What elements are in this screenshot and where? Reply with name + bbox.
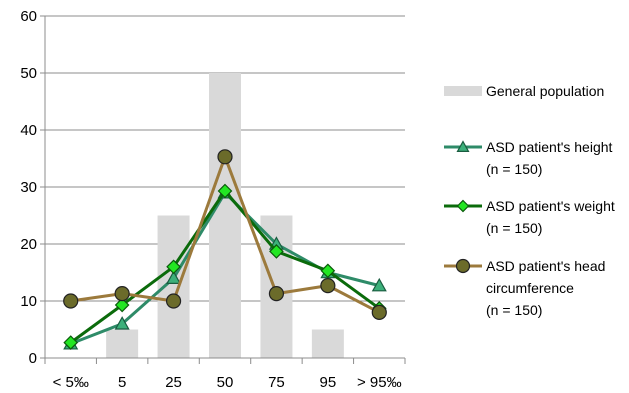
x-tick-label: > 95‰ — [357, 374, 402, 391]
line-series — [63, 149, 387, 350]
legend-marker — [456, 199, 470, 213]
y-tick-label: 10 — [20, 293, 37, 310]
y-tick-label: 50 — [20, 65, 37, 82]
x-tick-label: 95 — [320, 374, 337, 391]
data-point — [63, 335, 79, 350]
data-point — [114, 297, 130, 313]
legend-label: (n = 150) — [486, 161, 542, 177]
data-point — [320, 278, 336, 294]
legend-label: circumference — [486, 280, 574, 296]
bar — [106, 329, 139, 358]
legend-label: (n = 150) — [486, 302, 542, 318]
bar — [209, 73, 241, 358]
legend-label: ASD patient's head — [486, 258, 605, 274]
y-tick-label: 20 — [20, 236, 37, 253]
axes: 0 10 20 30 40 50 60 < 5‰ 5 25 50 75 95 > 95‰ — [20, 8, 406, 391]
legend: General population ASD patient's height (n… — [444, 83, 615, 318]
data-point — [217, 149, 233, 165]
legend-marker — [456, 140, 470, 152]
y-tick-label: 30 — [20, 179, 37, 196]
legend-label: (n = 150) — [486, 220, 542, 236]
x-tick-label: 5 — [118, 374, 126, 391]
data-point — [217, 183, 233, 199]
data-point — [371, 304, 387, 320]
legend-label: ASD patient's weight — [486, 198, 615, 214]
bar-series — [106, 73, 344, 358]
bar — [311, 329, 344, 358]
data-point — [63, 293, 79, 309]
x-tick-label: 25 — [165, 374, 182, 391]
y-tick-label: 0 — [29, 350, 37, 367]
legend-label: General population — [486, 83, 604, 99]
data-point — [269, 244, 284, 259]
y-tick-label: 60 — [20, 8, 37, 25]
x-tick-label: 75 — [268, 374, 285, 391]
data-point — [114, 285, 130, 302]
x-tick-label: 50 — [217, 374, 234, 391]
data-point — [114, 316, 130, 330]
legend-swatch — [444, 86, 482, 96]
x-tick-label: < 5‰ — [53, 374, 89, 391]
y-tick-label: 40 — [20, 122, 37, 139]
data-point — [371, 277, 387, 292]
data-point — [166, 270, 182, 284]
data-point — [268, 285, 285, 302]
legend-label: ASD patient's height — [486, 139, 613, 155]
legend-marker — [455, 258, 471, 274]
data-point — [165, 293, 182, 309]
data-point — [320, 263, 336, 279]
data-point — [166, 259, 181, 275]
